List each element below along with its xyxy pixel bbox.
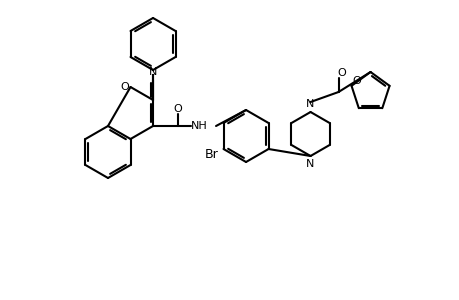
Text: O: O <box>120 82 129 92</box>
Text: O: O <box>352 76 360 86</box>
Text: O: O <box>336 68 345 78</box>
Text: Br: Br <box>204 148 218 160</box>
Text: NH: NH <box>190 121 207 131</box>
Text: N: N <box>149 67 157 77</box>
Text: O: O <box>174 104 182 114</box>
Text: N: N <box>306 159 314 169</box>
Text: N: N <box>306 99 314 109</box>
